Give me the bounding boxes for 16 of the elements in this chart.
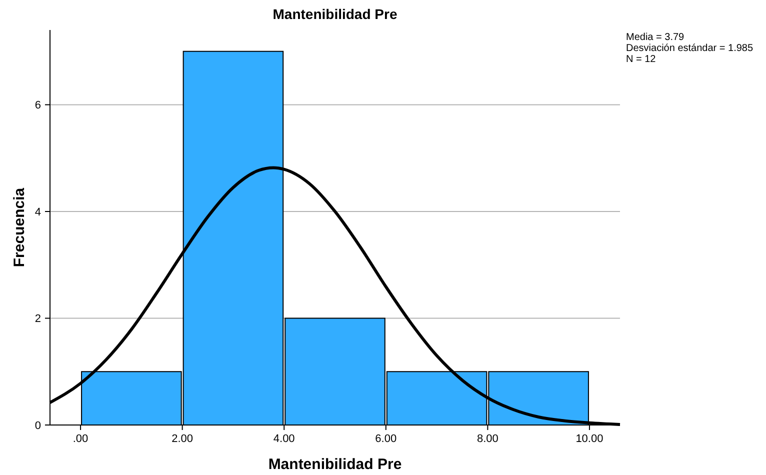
chart-title: Mantenibilidad Pre [272,6,398,22]
x-tick-label: .00 [72,433,88,445]
y-tick-label: 6 [34,100,41,112]
y-tick-label: 4 [34,206,41,218]
text: N = 12 [626,54,656,65]
text: Desviación estándar = 1.985 [626,43,754,54]
y-tick-label: 2 [34,313,41,326]
x-tick-label: 6.00 [375,433,397,445]
text: Media = 3.79 [626,32,685,43]
x-tick-label: 10.00 [576,433,604,445]
x-tick-label: 2.00 [172,433,194,445]
y-axis-title: Frecuencia [11,187,28,268]
x-tick-label: 4.00 [273,433,295,445]
x-axis-title: Mantenibilidad Pre [268,456,402,473]
y-tick-label: 0 [34,420,41,432]
x-tick-label: 8.00 [476,433,498,445]
